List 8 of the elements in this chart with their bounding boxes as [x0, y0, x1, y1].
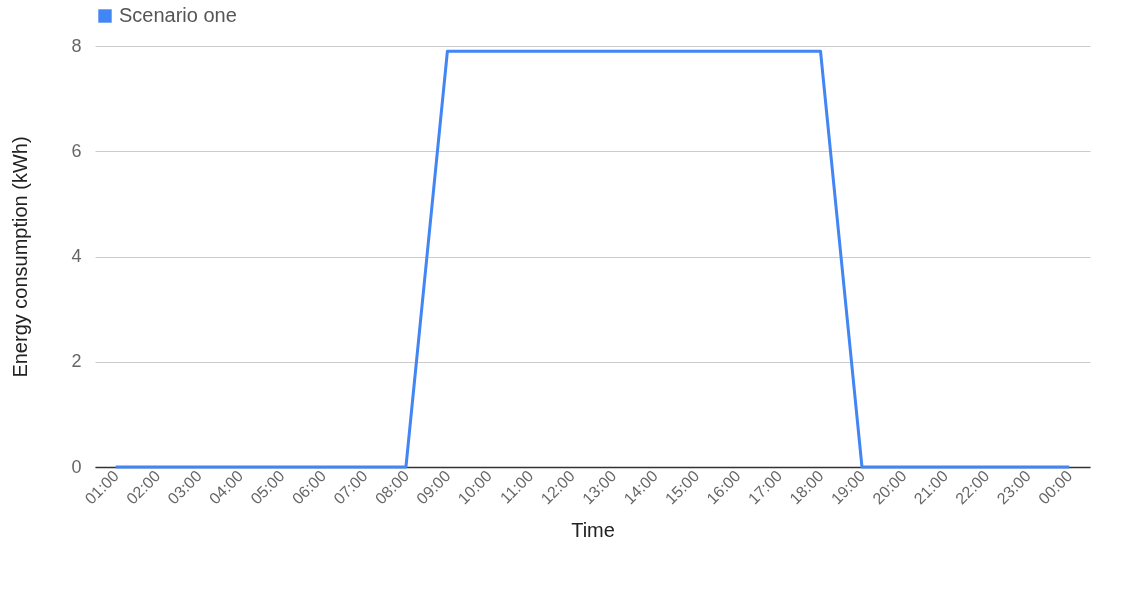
- x-axis-title: Time: [571, 519, 615, 542]
- y-tick-label: 4: [71, 246, 82, 266]
- y-tick-label: 0: [71, 456, 82, 477]
- y-tick-label: 8: [71, 35, 82, 56]
- y-tick-label: 6: [71, 140, 82, 161]
- y-tick-label: 2: [71, 351, 82, 372]
- y-axis-title: Energy consumption (kWh): [9, 136, 32, 378]
- legend-label: Scenario one: [119, 4, 237, 26]
